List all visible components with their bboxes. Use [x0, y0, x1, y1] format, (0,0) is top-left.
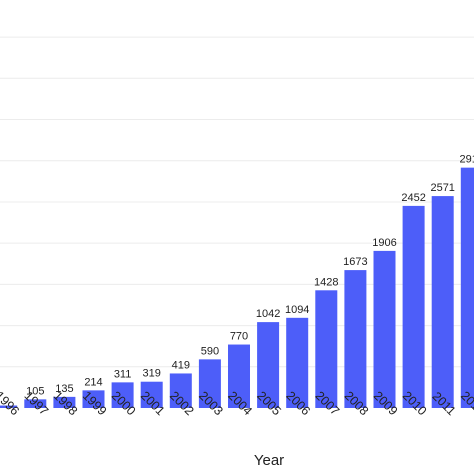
value-label-1999: 214: [84, 376, 102, 388]
bar-1996: [0, 405, 18, 408]
value-label-1998: 135: [55, 383, 73, 395]
bar-2006: [286, 317, 309, 408]
value-label-2002: 419: [172, 359, 190, 371]
bar-2009: [373, 250, 396, 408]
bar-2004: [228, 344, 250, 408]
value-label-2007: 1428: [314, 276, 338, 288]
bar-2001: [140, 381, 163, 408]
bar-2012: [460, 167, 474, 408]
value-label-2010: 2452: [401, 192, 425, 204]
bar-2011: [431, 196, 454, 408]
value-label-2011: 2571: [430, 182, 454, 194]
bar-2002: [169, 373, 192, 408]
value-label-1997: 105: [26, 385, 44, 397]
value-label-2012: 2916: [460, 154, 474, 166]
value-label-2009: 1906: [372, 237, 396, 249]
value-label-2004: 770: [230, 331, 248, 343]
value-label-2005: 1042: [256, 308, 280, 320]
bar-2003: [198, 359, 221, 408]
bar-1998: [53, 396, 76, 408]
value-label-2003: 590: [201, 345, 219, 357]
bar-2008: [344, 270, 367, 408]
value-label-2000: 311: [114, 368, 132, 380]
value-label-2008: 1673: [343, 256, 367, 268]
bar-1997: [24, 399, 47, 408]
bar-1999: [82, 390, 105, 408]
bar-2005: [257, 322, 280, 408]
bar-2007: [315, 290, 338, 408]
value-label-2001: 319: [143, 368, 161, 380]
x-tick-2012: 2012: [458, 389, 474, 419]
bars: [0, 167, 474, 408]
x-tick-1996: 1996: [0, 389, 22, 419]
x-axis-label: Year: [254, 452, 284, 469]
bar-2010: [402, 205, 425, 408]
gridlines: [0, 36, 474, 368]
bar-2000: [111, 382, 134, 408]
value-label-2006: 1094: [285, 304, 309, 316]
value-labels: 105 135 214 311 319 419 590 770 1042 1094 1428 1673…: [26, 154, 474, 398]
